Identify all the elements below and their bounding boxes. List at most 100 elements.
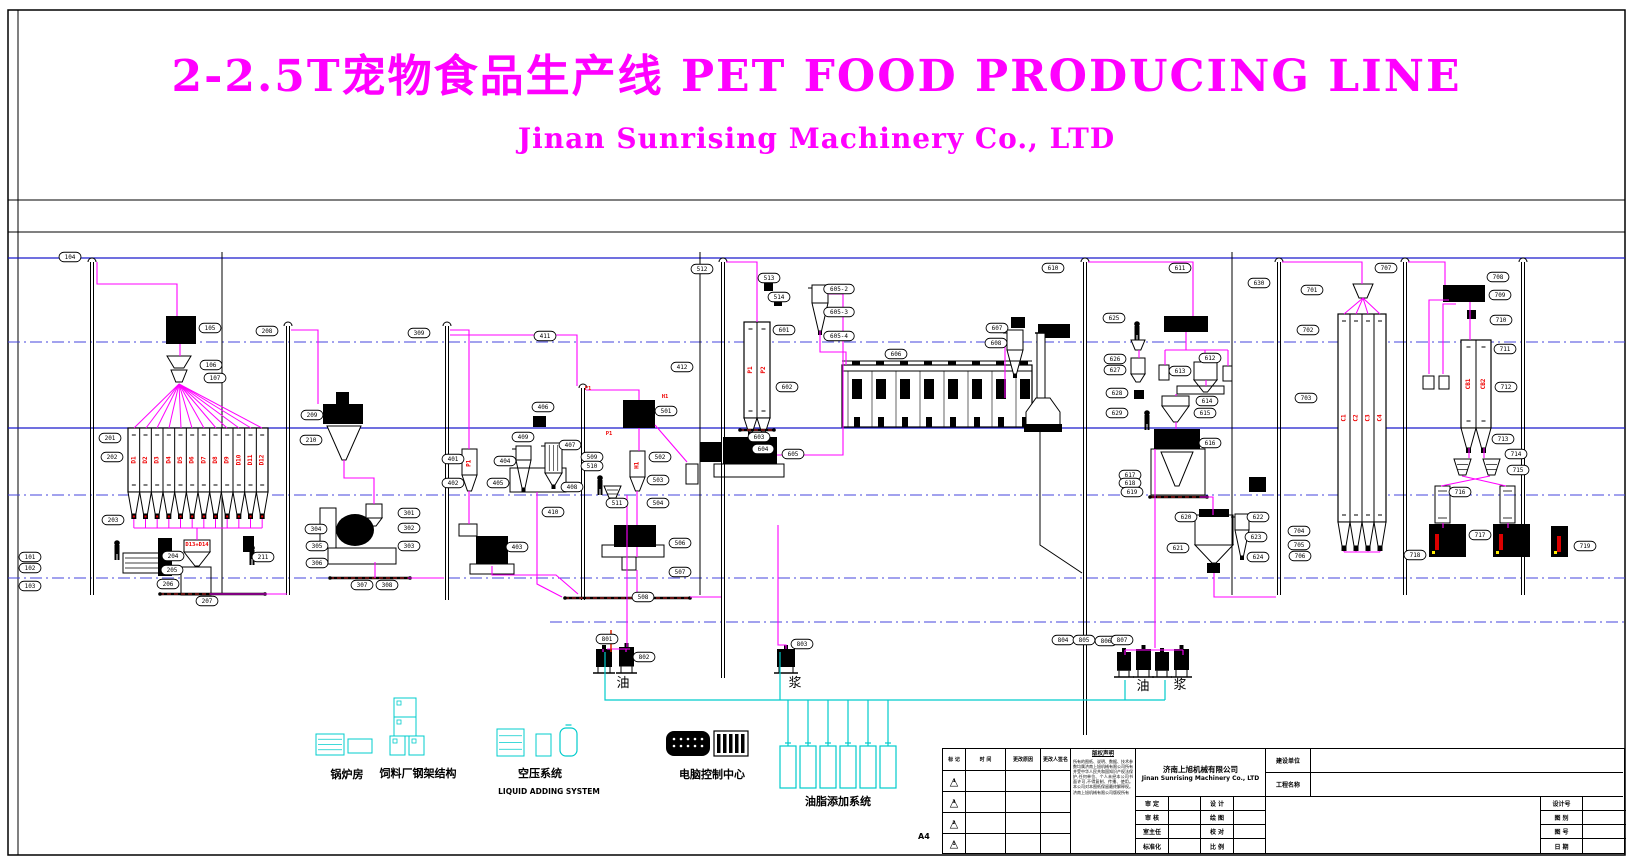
machine-silhouette: [1011, 317, 1025, 328]
equipment-label: 301: [404, 510, 415, 517]
bin-discharger: [1377, 546, 1383, 551]
equipment-label-badge: [1198, 437, 1222, 449]
flow-line: [491, 566, 579, 595]
equipment-label-badge: [305, 540, 329, 552]
distributor-fan-line: [145, 383, 180, 429]
field-label: 日 期: [1554, 843, 1569, 851]
equipment-label-badge: [305, 557, 329, 569]
hopper-cone: [1160, 451, 1194, 487]
equipment-label: 703: [1301, 395, 1312, 402]
flow-line: [726, 261, 758, 322]
dryer-cap: [1020, 361, 1028, 365]
equipment-label-badge: [605, 497, 629, 509]
distributor-fan-line: [178, 383, 193, 429]
distributor-fan-line: [178, 383, 182, 429]
company-name-cn: 济南上旭机械有限公司: [1163, 764, 1238, 774]
equipment-label: 401: [448, 456, 459, 463]
equipment-label-badge: [1374, 262, 1398, 274]
conveyor-wheel: [563, 596, 567, 600]
equipment-label-badge: [757, 272, 781, 284]
equipment-label-badge: [1174, 511, 1198, 523]
machine-outline: [1422, 375, 1435, 390]
machine-detail: [396, 719, 402, 725]
liquid-adding-tank: [839, 745, 857, 789]
bin-code-red: D2: [142, 456, 149, 464]
equipment-label-badge: [18, 580, 42, 592]
bin-sensor-dot: [237, 515, 240, 518]
equipment-label: 618: [1125, 480, 1136, 487]
machine-silhouette: [1038, 324, 1070, 338]
machine-outline: [1434, 485, 1451, 524]
equipment-label-badge: [646, 474, 670, 486]
flow-line: [1440, 475, 1491, 487]
equipment-label-badge: [823, 306, 855, 318]
operator-figure: [597, 489, 600, 495]
equipment-label-badge: [199, 359, 223, 371]
liquid-tank: [1136, 649, 1151, 670]
machine-outline: [509, 467, 567, 493]
machine-outline: [315, 733, 345, 756]
operator-figure: [249, 545, 255, 551]
elevator-head: [1080, 257, 1090, 263]
bin-sensor-dot: [226, 515, 229, 518]
legend-label: 锅炉房: [330, 768, 364, 781]
equipment-label: 207: [202, 598, 213, 605]
equipment-label-badge: [631, 591, 655, 603]
equipment-label: 608: [991, 340, 1002, 347]
hopper-cone: [182, 551, 212, 567]
equipment-code-red: P1: [466, 459, 473, 467]
packer-detail-red: [1499, 534, 1503, 550]
revision-triangle: △ 2: [949, 816, 959, 830]
liquid-adding-tank: [819, 745, 837, 789]
equipment-label-badge: [1120, 486, 1144, 498]
tank-cap: [1141, 645, 1146, 649]
equipment-label-badge: [1486, 271, 1510, 283]
dryer-leg: [878, 417, 884, 427]
machine-silhouette: [336, 392, 349, 404]
equipment-label: 211: [258, 554, 269, 561]
equipment-code-red: H1: [634, 461, 641, 469]
hopper-cone: [811, 302, 829, 332]
distributor-fan-line: [1362, 297, 1381, 315]
equipment-label-badge: [1105, 407, 1129, 419]
equipment-label: 208: [262, 328, 273, 335]
air-tank: [559, 727, 578, 757]
hood-base: [1024, 424, 1062, 432]
equipment-label: 511: [612, 500, 623, 507]
equipment-label-badge: [772, 324, 796, 336]
equipment-label-badge: [1166, 542, 1190, 554]
equipment-label-badge: [823, 283, 855, 295]
revision-triangle: △ 1: [949, 837, 959, 850]
equipment-label: 801: [602, 636, 613, 643]
equipment-label: 717: [1475, 532, 1486, 539]
equipment-label: 625: [1109, 315, 1120, 322]
bin-sensor-dot: [167, 515, 170, 518]
bin-code-red: D8: [212, 456, 219, 464]
equipment-label: 304: [311, 526, 322, 533]
bin-code-red: D1: [130, 456, 137, 464]
equipment-label: 604: [758, 446, 769, 453]
equipment-label-badge: [690, 263, 714, 275]
equipment-label-badge: [493, 455, 517, 467]
flow-line: [777, 525, 787, 649]
equipment-label: 624: [1253, 554, 1264, 561]
machine-silhouette: [614, 525, 656, 547]
flow-line: [450, 329, 470, 449]
legend-label: 电脑控制中心: [679, 768, 745, 781]
bin-code-red: P2: [760, 366, 767, 374]
equipment-label-badge: [160, 564, 184, 576]
drawing-title: 2-2.5T宠物食品生产线 PET FOOD PRODUCING LINE: [171, 51, 1462, 102]
equipment-label: 201: [105, 435, 116, 442]
rack-bar: [717, 734, 721, 753]
bin-sensor-dot: [214, 515, 217, 518]
equipment-label: 209: [307, 412, 318, 419]
approval-label: 审 核: [1144, 815, 1160, 822]
flow-line: [1200, 496, 1214, 515]
packer-detail-yellow: [1496, 551, 1499, 554]
operator-figure: [1147, 424, 1150, 430]
equipment-label-badge: [58, 251, 82, 263]
equipment-code-red: P1: [606, 431, 613, 437]
equipment-label-badge: [1195, 395, 1219, 407]
bin-code-red: D5: [177, 456, 184, 464]
equipment-label: 205: [167, 567, 178, 574]
